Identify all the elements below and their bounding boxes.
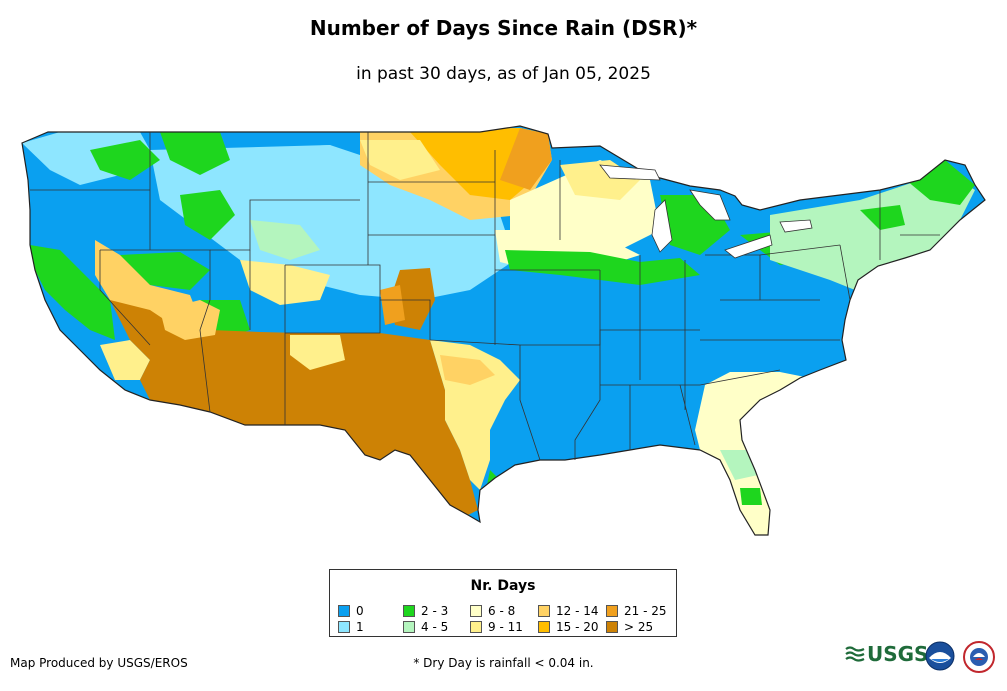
producer-credit: Map Produced by USGS/EROS xyxy=(10,656,188,670)
legend-item-0: 0 xyxy=(338,604,364,618)
nws-logo xyxy=(963,641,995,673)
legend-item-2-3: 2 - 3 xyxy=(403,604,448,618)
legend-swatch xyxy=(470,605,482,617)
legend-item-15-20: 15 - 20 xyxy=(538,620,599,634)
legend-swatch xyxy=(606,621,618,633)
legend-swatch xyxy=(538,621,550,633)
legend-title: Nr. Days xyxy=(470,578,536,594)
map-legend: Nr. Days 0 1 2 - 3 4 - 5 6 - 8 9 - 11 12… xyxy=(329,569,677,637)
legend-swatch xyxy=(470,621,482,633)
legend-swatch xyxy=(403,605,415,617)
legend-swatch xyxy=(338,621,350,633)
legend-swatch xyxy=(403,621,415,633)
map-title: Number of Days Since Rain (DSR)* xyxy=(309,16,698,40)
legend-item-9-11: 9 - 11 xyxy=(470,620,523,634)
dsr-fill xyxy=(22,126,985,535)
legend-item-6-8: 6 - 8 xyxy=(470,604,515,618)
noaa-logo xyxy=(925,641,955,671)
legend-item-4-5: 4 - 5 xyxy=(403,620,448,634)
usgs-waves-icon xyxy=(845,646,865,662)
great-lakes xyxy=(599,164,813,259)
map-subtitle: in past 30 days, as of Jan 05, 2025 xyxy=(356,64,651,84)
legend-item-1: 1 xyxy=(338,620,364,634)
legend-item-21-25: 21 - 25 xyxy=(606,604,667,618)
dry-day-footnote: * Dry Day is rainfall < 0.04 in. xyxy=(413,656,594,670)
state-boundaries xyxy=(30,132,940,461)
legend-swatch xyxy=(606,605,618,617)
legend-item-12-14: 12 - 14 xyxy=(538,604,599,618)
usgs-logo: USGS xyxy=(845,642,928,666)
legend-swatch xyxy=(538,605,550,617)
legend-swatch xyxy=(338,605,350,617)
usgs-logo-text: USGS xyxy=(867,642,929,666)
legend-item-gt-25: > 25 xyxy=(606,620,653,634)
